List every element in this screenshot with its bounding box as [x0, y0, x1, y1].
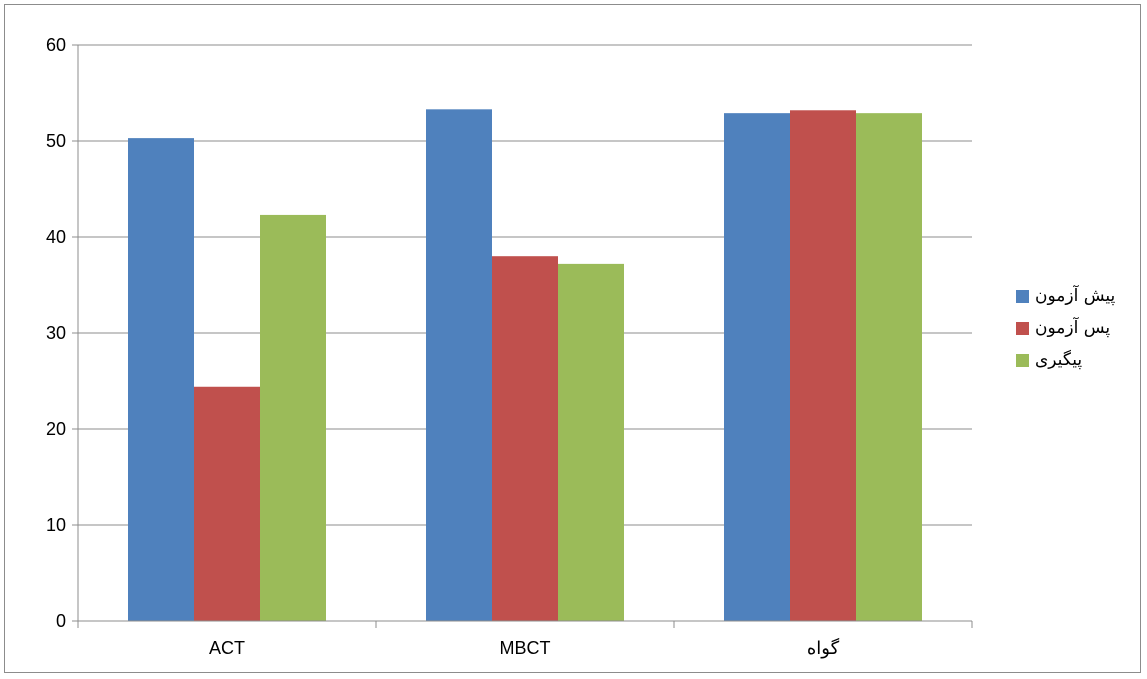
legend-label: پیگیری: [1035, 349, 1082, 370]
legend: پیش آزمون پس آزمون پیگیری: [1016, 284, 1116, 370]
legend-label: پس آزمون: [1035, 316, 1110, 338]
bar: [128, 138, 194, 621]
legend-swatch: [1016, 354, 1029, 367]
bar: [426, 109, 492, 621]
y-tick-label: 60: [46, 35, 66, 55]
y-tick-label: 20: [46, 419, 66, 439]
x-category-label: MBCT: [500, 638, 551, 658]
x-axis-category-labels: ACT MBCT گواه: [209, 637, 840, 659]
y-tick-label: 0: [56, 611, 66, 631]
bar: [724, 113, 790, 621]
bar: [558, 263, 624, 621]
y-tick-label: 50: [46, 131, 66, 151]
bar: [260, 214, 326, 622]
y-tick-label: 30: [46, 323, 66, 343]
y-axis-tick-labels: 0 10 20 30 40 50 60: [46, 35, 66, 631]
legend-label: پیش آزمون: [1035, 284, 1116, 306]
x-category-label: گواه: [807, 637, 840, 659]
bar: [492, 256, 558, 621]
x-category-label: ACT: [209, 638, 245, 658]
bar: [856, 113, 922, 621]
legend-swatch: [1016, 290, 1029, 303]
legend-swatch: [1016, 322, 1029, 335]
y-tick-label: 40: [46, 227, 66, 247]
bar: [790, 110, 856, 621]
bars: [128, 109, 922, 622]
axes: [72, 45, 973, 628]
y-tick-label: 10: [46, 515, 66, 535]
bar: [194, 386, 260, 621]
